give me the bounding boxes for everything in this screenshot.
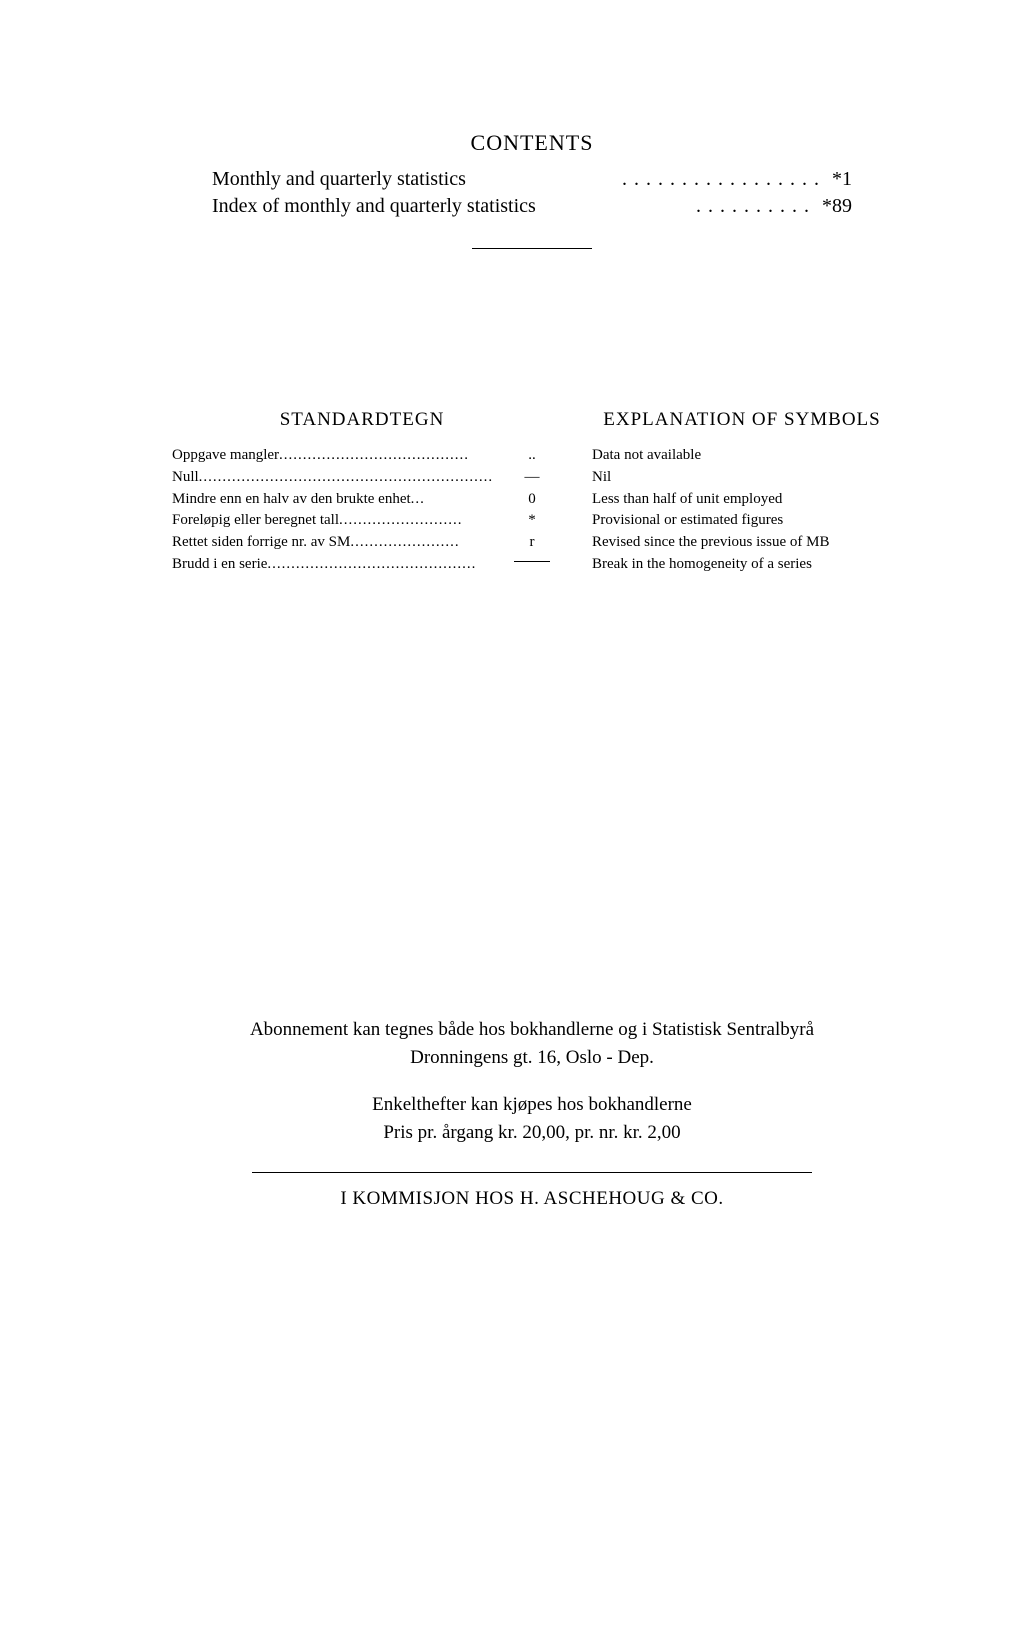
symbol-mark <box>512 554 552 576</box>
document-page: CONTENTS Monthly and quarterly statistic… <box>0 0 1024 1627</box>
symbol-dots: ........................................… <box>267 554 512 576</box>
symbol-dots: ........................................ <box>279 445 512 467</box>
symbol-mark: * <box>512 510 552 532</box>
symbol-explanation: Nil <box>592 467 892 489</box>
contents-dots: . . . . . . . . . . . . . . . . . <box>466 168 824 191</box>
subscription-line: Dronningens gt. 16, Oslo - Dep. <box>130 1044 934 1073</box>
contents-list: Monthly and quarterly statistics . . . .… <box>212 168 852 218</box>
symbol-explanation: Data not available <box>592 445 892 467</box>
contents-row: Monthly and quarterly statistics . . . .… <box>212 168 852 191</box>
symbol-explanation: Provisional or estimated figures <box>592 510 892 532</box>
symbol-mark: r <box>512 532 552 554</box>
symbol-dots: .......................... <box>339 510 512 532</box>
symbol-row: Mindre enn en halv av den brukte enhet .… <box>172 489 552 511</box>
contents-heading: CONTENTS <box>130 130 934 156</box>
symbol-dots: ....................... <box>350 532 512 554</box>
symbol-nor-label: Rettet siden forrige nr. av SM <box>172 532 350 554</box>
symbol-dots: ........................................… <box>199 467 512 489</box>
commission-line: I KOMMISJON HOS H. ASCHEHOUG & CO. <box>130 1185 934 1214</box>
symbol-row: Brudd i en serie .......................… <box>172 554 552 576</box>
symbol-nor-label: Foreløpig eller beregnet tall <box>172 510 339 532</box>
subscription-block: Abonnement kan tegnes både hos bokhandle… <box>130 1016 934 1214</box>
contents-item-label: Monthly and quarterly statistics <box>212 168 466 191</box>
symbol-explanation: Less than half of unit employed <box>592 489 892 511</box>
symbols-right-column: EXPLANATION OF SYMBOLS Data not availabl… <box>592 409 892 576</box>
symbol-mark: — <box>512 467 552 489</box>
symbols-right-heading: EXPLANATION OF SYMBOLS <box>592 409 892 431</box>
contents-dots: . . . . . . . . . . <box>536 195 814 218</box>
symbol-row: Null ...................................… <box>172 467 552 489</box>
symbol-explanation: Break in the homogeneity of a series <box>592 554 892 576</box>
symbols-left-heading: STANDARDTEGN <box>172 409 552 431</box>
break-line-icon <box>514 561 550 562</box>
symbols-block: STANDARDTEGN Oppgave mangler ...........… <box>130 409 934 576</box>
symbol-nor-label: Oppgave mangler <box>172 445 279 467</box>
symbol-row: Rettet siden forrige nr. av SM .........… <box>172 532 552 554</box>
subscription-line: Enkelthefter kan kjøpes hos bokhandlerne <box>130 1091 934 1120</box>
symbol-nor-label: Mindre enn en halv av den brukte enhet <box>172 489 411 511</box>
contents-page-number: *89 <box>814 195 852 218</box>
contents-item-label: Index of monthly and quarterly statistic… <box>212 195 536 218</box>
commission-divider <box>252 1172 812 1173</box>
symbols-left-column: STANDARDTEGN Oppgave mangler ...........… <box>172 409 552 576</box>
symbol-nor-label: Null <box>172 467 199 489</box>
symbol-dots: ... <box>411 489 512 511</box>
contents-row: Index of monthly and quarterly statistic… <box>212 195 852 218</box>
symbol-row: Oppgave mangler ........................… <box>172 445 552 467</box>
subscription-line: Pris pr. årgang kr. 20,00, pr. nr. kr. 2… <box>130 1119 934 1148</box>
symbol-explanation: Revised since the previous issue of MB <box>592 532 892 554</box>
symbol-mark: 0 <box>512 489 552 511</box>
section-divider <box>472 248 592 249</box>
subscription-line: Abonnement kan tegnes både hos bokhandle… <box>130 1016 934 1045</box>
symbol-row: Foreløpig eller beregnet tall ..........… <box>172 510 552 532</box>
symbol-mark: .. <box>512 445 552 467</box>
symbol-nor-label: Brudd i en serie <box>172 554 267 576</box>
contents-page-number: *1 <box>824 168 852 191</box>
